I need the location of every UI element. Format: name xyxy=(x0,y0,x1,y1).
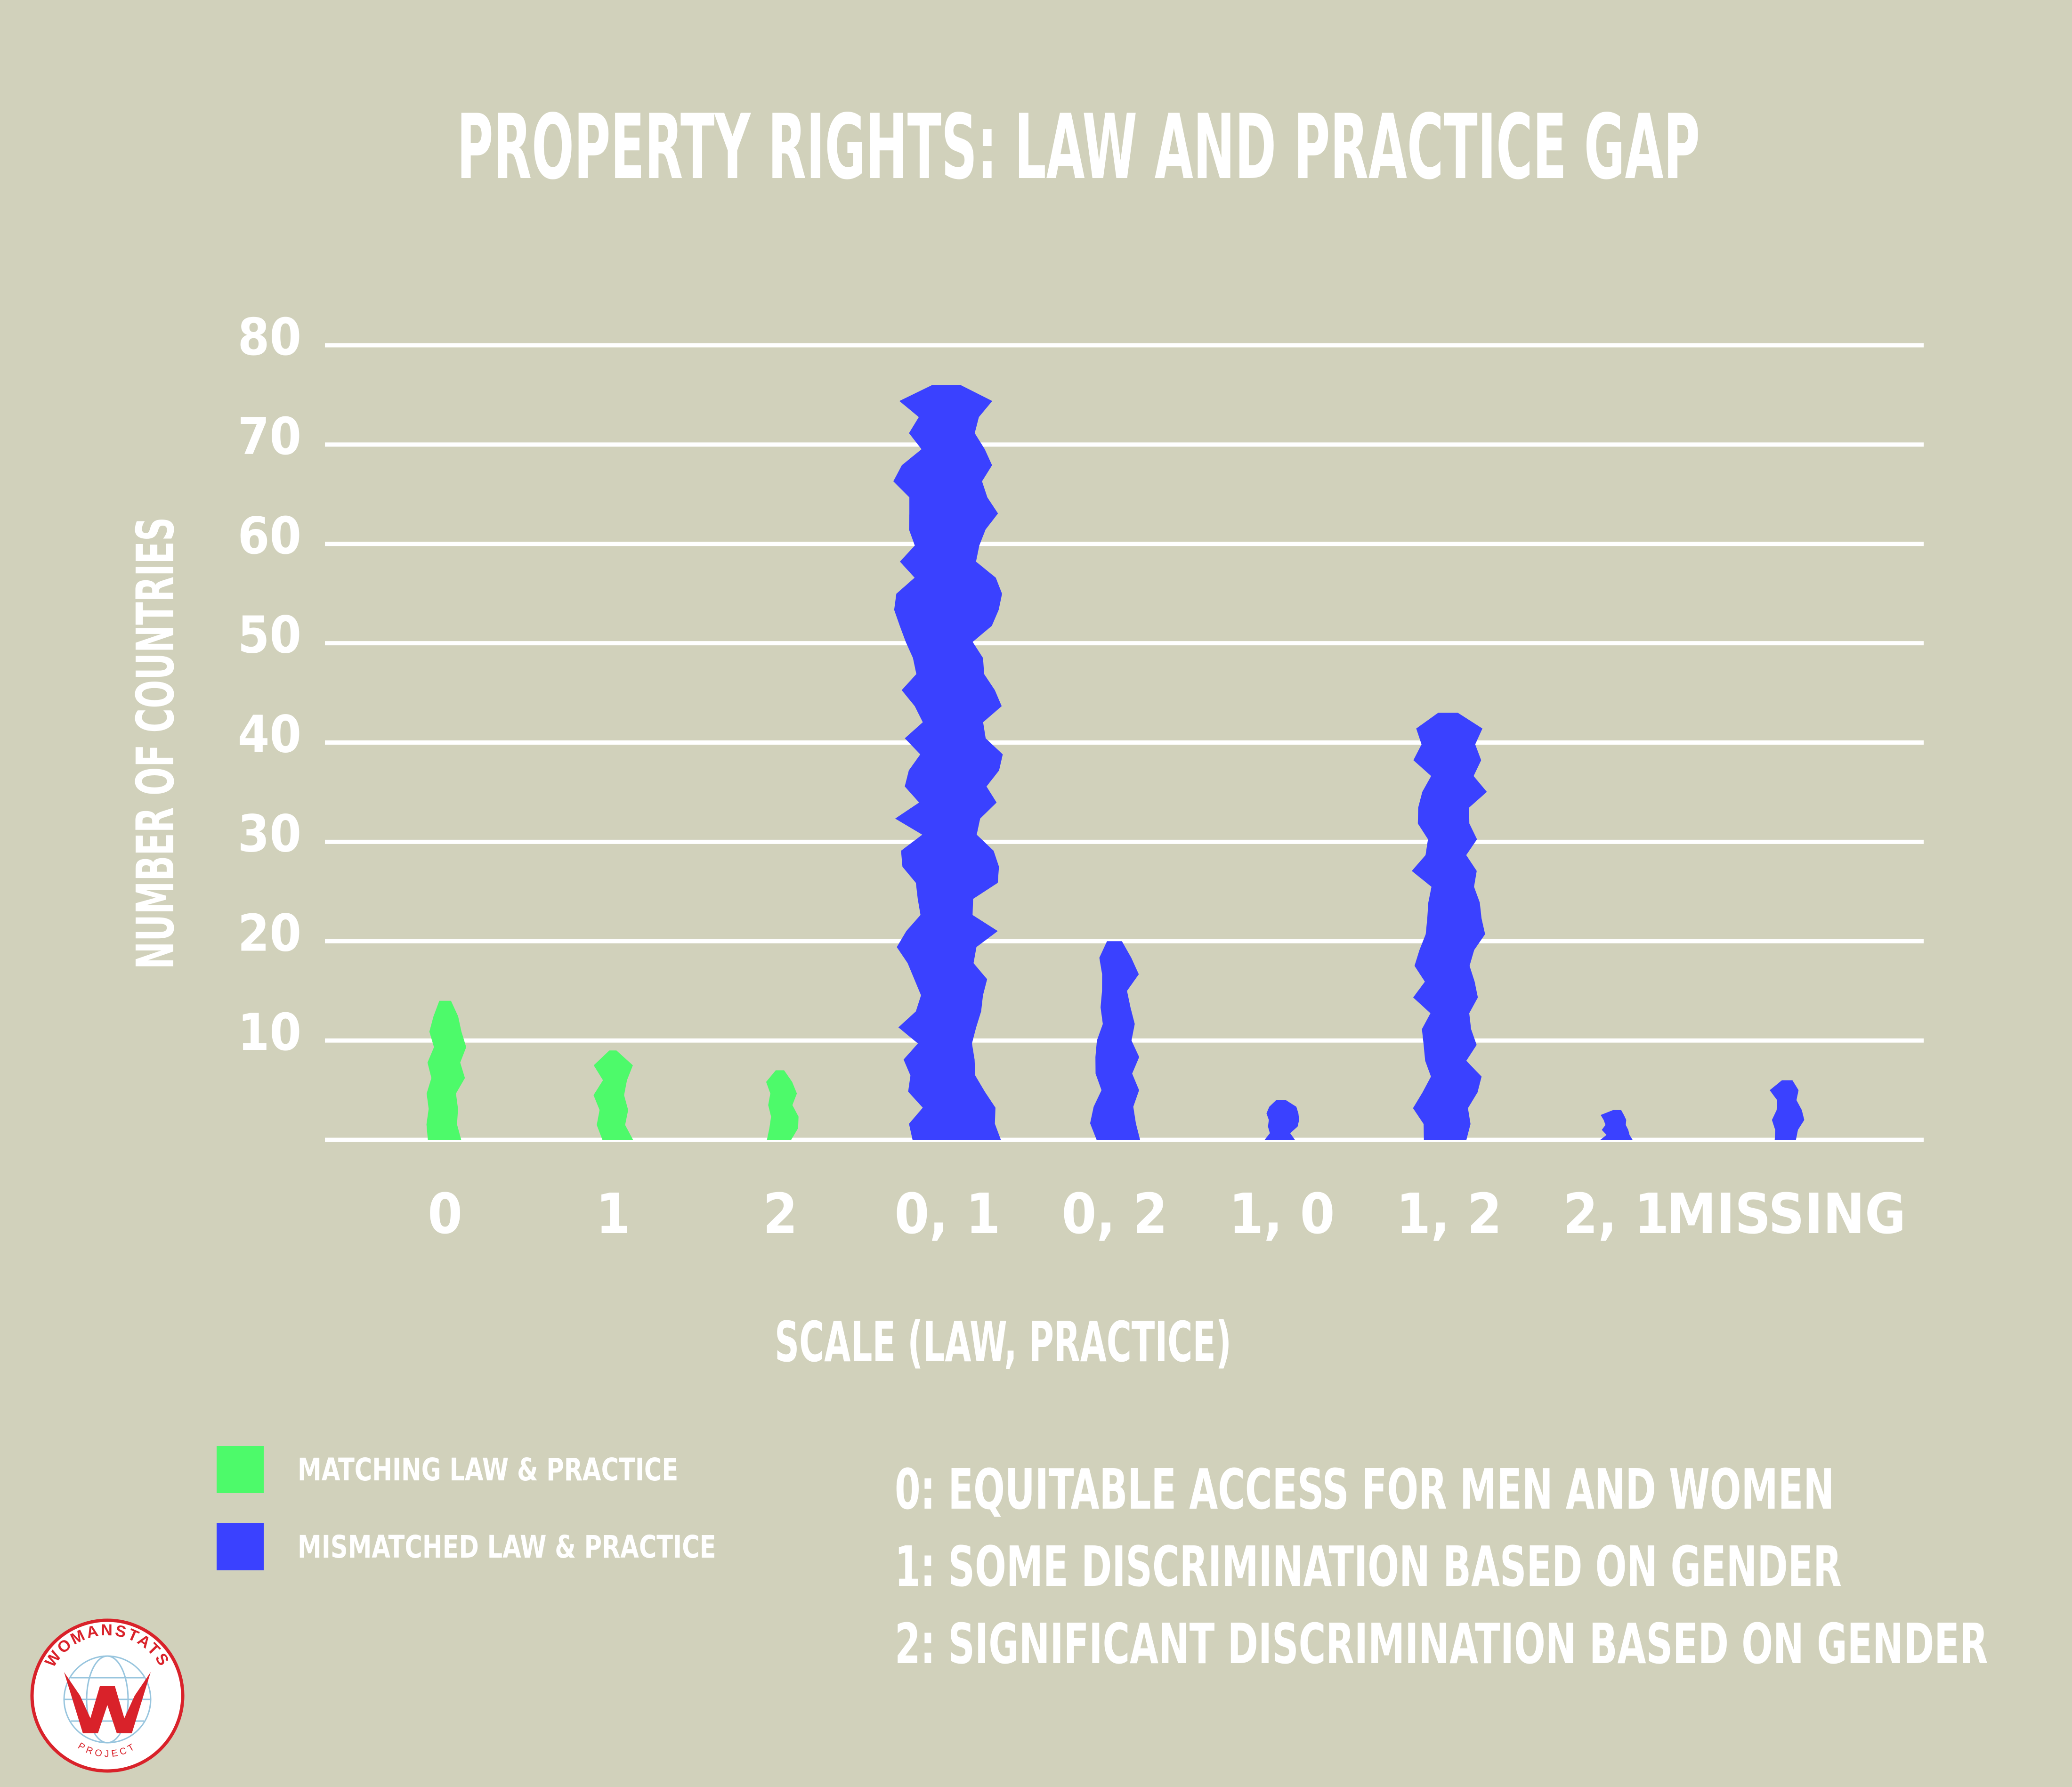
y-axis-ticks: 10 20 30 40 50 60 70 80 xyxy=(238,308,301,1062)
bar-0-1 xyxy=(893,385,1003,1140)
legend-label-mismatched: MISMATCHED LAW & PRACTICE xyxy=(298,1528,716,1565)
x-tick-label-4: 0, 2 xyxy=(1062,1181,1168,1246)
bar-1-0 xyxy=(1264,1100,1299,1140)
legend: MATCHING LAW & PRACTICE MISMATCHED LAW &… xyxy=(217,1446,784,1600)
bars xyxy=(426,385,1805,1140)
x-tick-label-0: 0 xyxy=(428,1181,462,1246)
bar-2-1 xyxy=(1600,1110,1633,1140)
bar-1-2 xyxy=(1412,713,1487,1140)
legend-swatch-mismatched xyxy=(217,1523,264,1570)
legend-item-mismatched: MISMATCHED LAW & PRACTICE xyxy=(217,1523,784,1570)
legend-swatch-matching xyxy=(217,1446,264,1493)
legend-item-matching: MATCHING LAW & PRACTICE xyxy=(217,1446,784,1493)
y-tick-label-40: 40 xyxy=(238,706,301,764)
scale-note-0: 0: EQUITABLE ACCESS FOR MEN AND WOMEN xyxy=(895,1457,1835,1522)
scale-note-2: 2: SIGNIFICANT DISCRIMINATION BASED ON G… xyxy=(895,1611,1988,1676)
x-tick-label-8: MISSING xyxy=(1667,1181,1906,1246)
bar-0 xyxy=(426,1000,466,1140)
womanstats-logo: WOMANSTATS PROJECT xyxy=(30,1618,185,1773)
y-tick-label-20: 20 xyxy=(238,904,301,963)
y-tick-label-10: 10 xyxy=(238,1003,301,1062)
bar-missing xyxy=(1770,1080,1805,1140)
y-tick-label-60: 60 xyxy=(238,507,301,566)
x-tick-label-6: 1, 2 xyxy=(1396,1181,1502,1246)
x-tick-label-7: 2, 1 xyxy=(1563,1181,1669,1246)
y-tick-label-30: 30 xyxy=(238,804,301,863)
x-axis-label: SCALE (LAW, PRACTICE) xyxy=(775,1309,1231,1374)
bar-0-2 xyxy=(1090,941,1140,1140)
y-tick-label-80: 80 xyxy=(238,308,301,367)
bar-2 xyxy=(766,1070,799,1140)
y-tick-label-70: 70 xyxy=(238,407,301,466)
y-axis-label: NUMBER OF COUNTRIES xyxy=(125,517,186,969)
x-tick-label-2: 2 xyxy=(763,1181,798,1246)
bar-1 xyxy=(593,1050,633,1140)
scale-notes: 0: EQUITABLE ACCESS FOR MEN AND WOMEN 1:… xyxy=(895,1451,2072,1682)
scale-note-1: 1: SOME DISCRIMINATION BASED ON GENDER xyxy=(895,1534,1842,1599)
x-tick-label-1: 1 xyxy=(596,1181,631,1246)
x-tick-label-5: 1, 0 xyxy=(1229,1181,1335,1246)
legend-label-matching: MATCHING LAW & PRACTICE xyxy=(298,1451,679,1488)
y-tick-label-50: 50 xyxy=(238,606,301,665)
x-tick-label-3: 0, 1 xyxy=(895,1181,1001,1246)
chart-title: PROPERTY RIGHTS: LAW AND PRACTICE GAP xyxy=(457,95,1700,199)
